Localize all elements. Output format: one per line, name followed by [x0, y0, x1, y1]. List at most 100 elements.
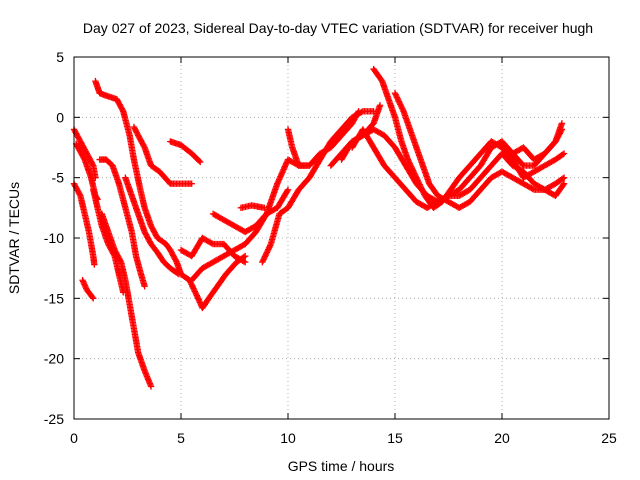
data-point — [132, 126, 139, 134]
data-point — [284, 186, 292, 193]
data-point — [76, 191, 83, 198]
data-point — [393, 94, 401, 101]
data-point — [397, 102, 405, 109]
data-series — [259, 108, 377, 266]
data-point — [192, 289, 199, 296]
data-point — [130, 123, 138, 131]
data-point — [358, 108, 365, 116]
data-point — [529, 185, 536, 193]
data-point — [412, 173, 419, 180]
data-series — [70, 180, 98, 268]
data-point — [415, 180, 423, 187]
data-series — [509, 120, 566, 163]
data-point — [89, 293, 96, 301]
data-point — [397, 101, 404, 108]
data-series — [188, 108, 362, 284]
data-point — [406, 160, 414, 167]
data-point — [197, 158, 204, 166]
data-point — [91, 261, 98, 268]
data-point — [409, 167, 417, 174]
data-series — [90, 186, 127, 296]
data-point — [265, 246, 272, 253]
data-point — [393, 92, 400, 100]
data-point — [208, 240, 215, 247]
data-point — [416, 181, 423, 188]
y-tick-label: 0 — [56, 109, 64, 125]
x-tick-label: 5 — [177, 430, 185, 446]
data-point — [261, 254, 268, 262]
data-point — [262, 251, 269, 259]
data-point — [133, 129, 140, 136]
data-point — [132, 128, 140, 135]
data-point — [407, 161, 414, 169]
data-point — [190, 285, 197, 292]
data-point — [394, 95, 401, 102]
data-point — [188, 282, 196, 290]
data-point — [110, 251, 118, 258]
data-point — [411, 170, 418, 177]
data-point — [391, 90, 399, 97]
data-series — [92, 77, 249, 312]
data-point — [265, 245, 273, 252]
data-series — [284, 126, 313, 169]
data-point — [560, 150, 568, 157]
data-point — [415, 178, 422, 186]
x-tick-label: 15 — [387, 430, 403, 446]
data-point — [119, 106, 126, 114]
data-point — [417, 184, 425, 191]
x-tick-label: 0 — [70, 430, 78, 446]
x-tick-label: 10 — [280, 430, 296, 446]
data-point — [405, 157, 412, 165]
data-point — [417, 182, 424, 190]
data-point — [120, 289, 127, 296]
data-point — [418, 185, 425, 193]
data-point — [407, 163, 415, 170]
data-point — [261, 253, 269, 260]
data-point — [413, 174, 420, 181]
data-point — [413, 175, 421, 183]
data-point — [560, 181, 567, 189]
data-point — [560, 174, 568, 181]
data-point — [558, 120, 566, 127]
data-point — [396, 99, 403, 107]
data-point — [266, 243, 273, 251]
data-point — [404, 156, 412, 163]
data-point — [284, 187, 291, 195]
data-point — [263, 250, 270, 257]
data-point — [399, 105, 406, 112]
data-point — [193, 292, 201, 299]
data-point — [187, 279, 195, 287]
x-tick-label: 20 — [494, 430, 510, 446]
grid — [74, 57, 609, 419]
data-point — [420, 189, 427, 197]
data-point — [147, 383, 155, 390]
data-point — [188, 180, 195, 187]
data-point — [408, 164, 415, 172]
data-point — [260, 256, 267, 263]
data-point — [409, 166, 416, 173]
y-tick-label: -25 — [44, 411, 64, 427]
data-point — [398, 103, 405, 111]
data-point — [399, 106, 407, 114]
data-series — [96, 156, 148, 290]
data-point — [411, 171, 419, 179]
data-point — [419, 186, 426, 194]
y-tick-label: -20 — [44, 351, 64, 367]
data-point — [410, 168, 417, 176]
data-point — [141, 283, 148, 290]
data-point — [189, 283, 197, 291]
y-tick-label: -15 — [44, 290, 64, 306]
data-point — [267, 242, 274, 249]
data-point — [392, 91, 399, 98]
data-markers — [70, 65, 568, 390]
x-axis-label: GPS time / hours — [288, 458, 395, 474]
data-point — [259, 258, 266, 266]
data-series — [391, 90, 568, 212]
data-point — [414, 177, 421, 184]
data-point — [395, 96, 402, 104]
data-point — [419, 188, 427, 195]
data-point — [174, 270, 181, 277]
y-tick-label: -5 — [52, 170, 65, 186]
y-axis-label: SDTVAR / TECUs — [6, 182, 22, 294]
